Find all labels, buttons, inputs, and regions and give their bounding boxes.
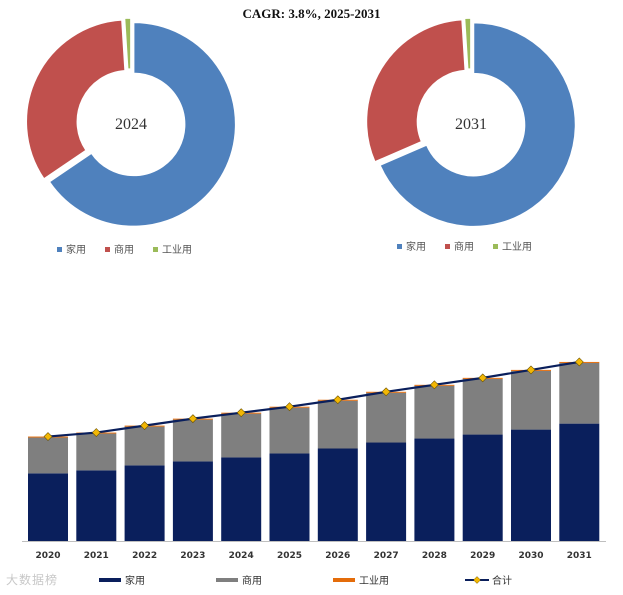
bar-2026-commercial	[318, 401, 358, 449]
bar-2020-home	[28, 473, 68, 541]
x-tick-label-2023: 2023	[180, 551, 205, 561]
donut-2031-legend-swatch-commercial	[445, 244, 450, 249]
bar-2028-commercial	[414, 386, 454, 439]
bar-2024-home	[221, 457, 261, 541]
x-tick-label-2021: 2021	[84, 551, 109, 561]
bar-legend-swatch-total-marker	[474, 577, 481, 584]
bar-legend-swatch-commercial	[216, 578, 238, 582]
donut-2024-center-label: 2024	[115, 116, 147, 133]
donut-2031-legend-swatch-industrial	[493, 244, 498, 249]
bar-2029-home	[463, 435, 503, 541]
x-tick-label-2020: 2020	[35, 551, 60, 561]
bar-2026-home	[318, 448, 358, 541]
bar-2020-commercial	[28, 438, 68, 474]
x-tick-label-2027: 2027	[374, 551, 399, 561]
bar-legend-swatch-industrial	[333, 578, 355, 582]
x-tick-label-2022: 2022	[132, 551, 157, 561]
bar-2023-commercial	[173, 420, 213, 462]
bar-2021-commercial	[76, 434, 116, 471]
bar-2025-commercial	[270, 408, 310, 454]
donut-2031-slice-industrial	[465, 18, 471, 69]
donut-2024-legend-swatch-home	[57, 247, 62, 252]
bar-2027-commercial	[366, 393, 406, 443]
donut-2024-legend-swatch-industrial	[153, 247, 158, 252]
x-tick-label-2031: 2031	[567, 551, 592, 561]
x-tick-label-2026: 2026	[325, 551, 350, 561]
bar-2022-commercial	[125, 427, 165, 466]
bar-legend-label-home: 家用	[125, 574, 145, 587]
donut-2024-legend-swatch-commercial	[105, 247, 110, 252]
donut-2031-legend-swatch-home	[397, 244, 402, 249]
bar-legend-swatch-home	[99, 578, 121, 582]
bar-2025-home	[270, 453, 310, 541]
x-tick-label-2029: 2029	[470, 551, 495, 561]
donut-2024-slice-commercial	[26, 20, 125, 179]
bar-2031-home	[559, 424, 599, 541]
donut-2031-center-label: 2031	[455, 116, 487, 133]
donut-2031-legend-label-industrial: 工业用	[502, 241, 532, 253]
x-tick-label-2024: 2024	[229, 551, 254, 561]
charts-svg: 2024家用商用工业用2031家用商用工业用202020212022202320…	[0, 0, 623, 595]
bar-legend-label-commercial: 商用	[242, 574, 262, 587]
donut-2031-slice-commercial	[366, 20, 465, 162]
watermark: 大数据榜	[6, 571, 58, 588]
bar-legend-label-total: 合计	[492, 574, 512, 587]
bar-2031-commercial	[559, 363, 599, 424]
donut-2031-legend-label-commercial: 商用	[454, 240, 474, 253]
x-tick-label-2025: 2025	[277, 551, 302, 561]
bar-2027-home	[366, 443, 406, 541]
bar-legend-label-industrial: 工业用	[359, 575, 389, 587]
bar-2023-home	[173, 461, 213, 541]
bar-2028-home	[414, 439, 454, 541]
donut-2024-legend-label-home: 家用	[66, 243, 86, 256]
donut-2024-legend-label-industrial: 工业用	[162, 244, 192, 256]
donut-2024-slice-industrial	[125, 18, 131, 69]
donut-2031-legend-label-home: 家用	[406, 240, 426, 253]
bar-2021-home	[76, 470, 116, 541]
chart-page: CAGR: 3.8%, 2025-2031 2024家用商用工业用2031家用商…	[0, 0, 623, 595]
bar-2022-home	[125, 465, 165, 541]
bar-2030-commercial	[511, 371, 551, 430]
bar-2029-commercial	[463, 379, 503, 435]
x-tick-label-2030: 2030	[518, 551, 543, 561]
x-tick-label-2028: 2028	[422, 551, 447, 561]
donut-2024-legend-label-commercial: 商用	[114, 243, 134, 256]
bar-2024-commercial	[221, 414, 261, 458]
bar-2030-home	[511, 430, 551, 541]
